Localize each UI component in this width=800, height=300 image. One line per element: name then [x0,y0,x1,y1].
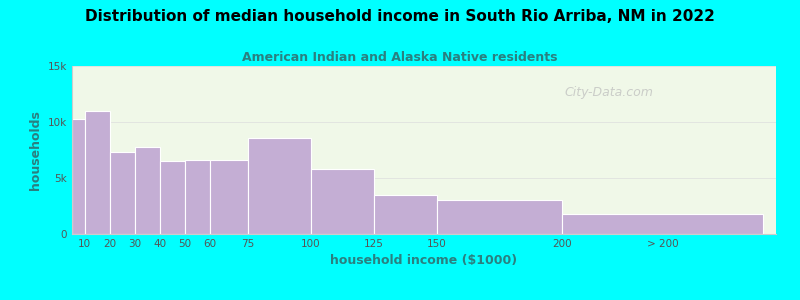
Text: American Indian and Alaska Native residents: American Indian and Alaska Native reside… [242,51,558,64]
Text: Distribution of median household income in South Rio Arriba, NM in 2022: Distribution of median household income … [85,9,715,24]
Bar [72,118,85,234]
Bar [185,160,210,234]
Bar [135,147,160,234]
Bar [248,138,311,234]
Bar [562,214,763,234]
Bar [210,160,248,234]
Bar [160,161,185,234]
X-axis label: household income ($1000): household income ($1000) [330,254,518,267]
Bar [437,200,562,234]
Bar [311,169,374,234]
Bar [110,152,135,234]
Y-axis label: households: households [30,110,42,190]
Bar [374,195,437,234]
Text: City-Data.com: City-Data.com [565,86,654,99]
Bar [85,111,110,234]
